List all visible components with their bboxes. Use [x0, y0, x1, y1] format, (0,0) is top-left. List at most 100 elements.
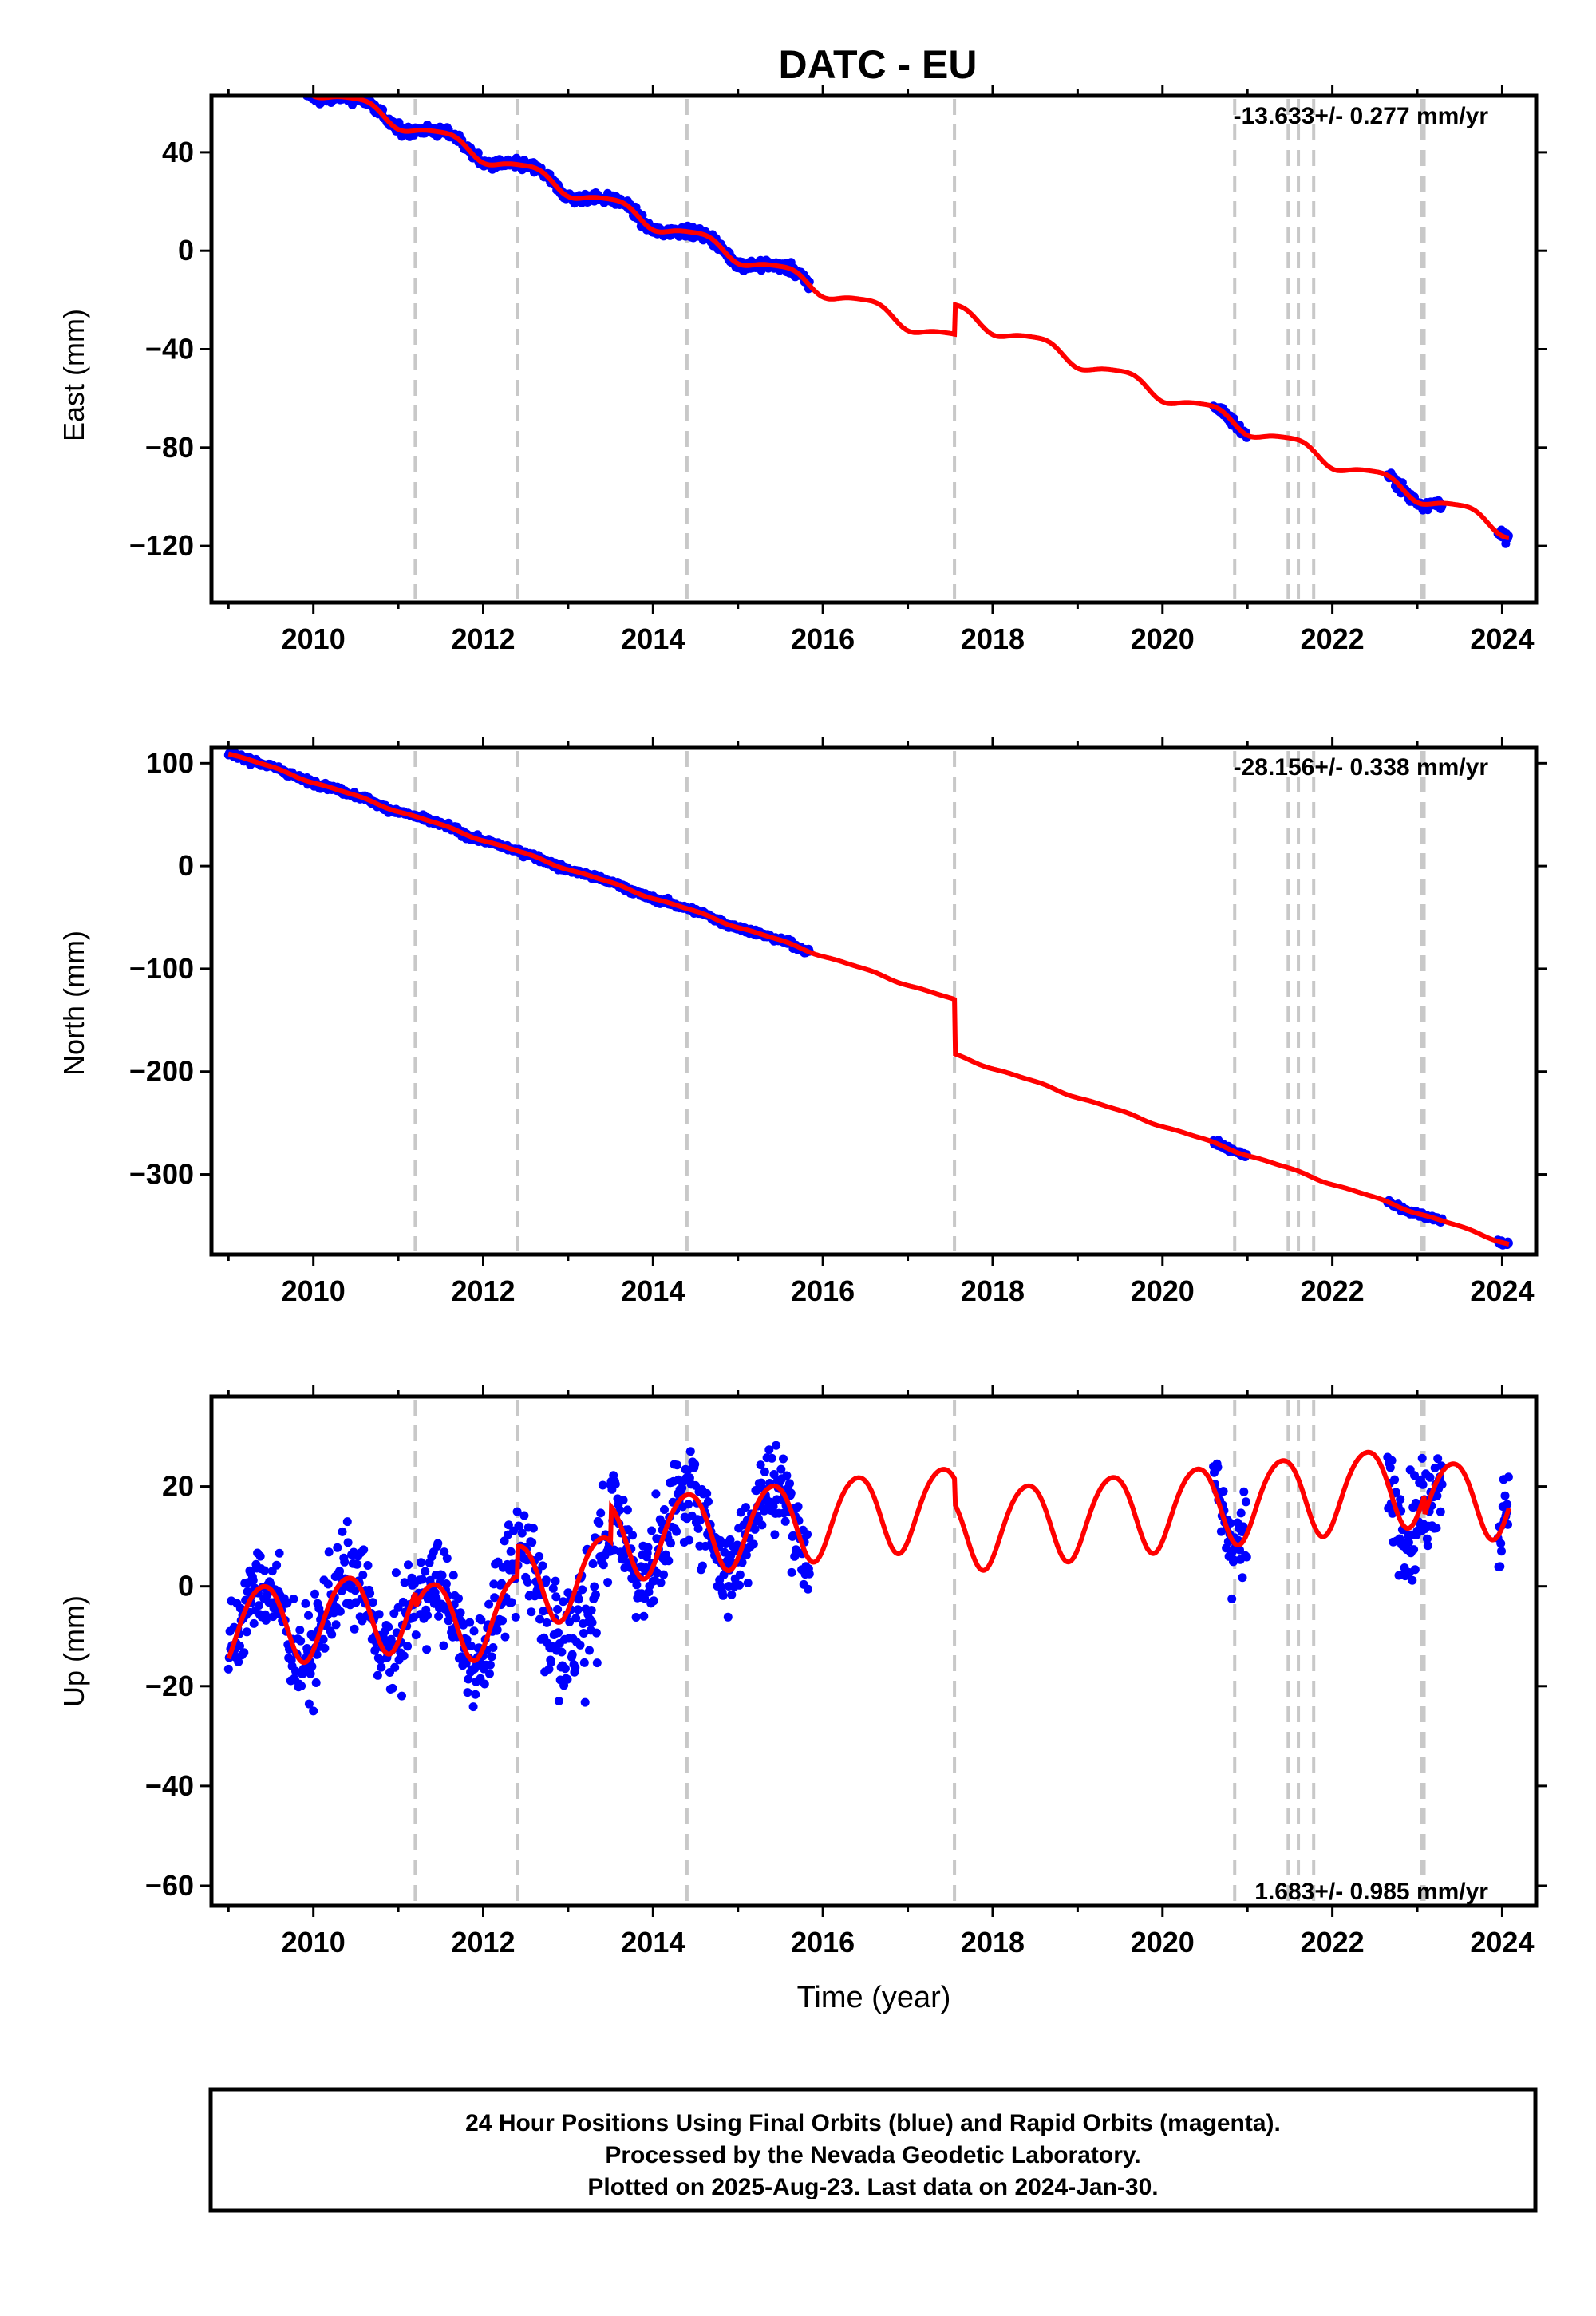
data-point	[704, 1497, 713, 1506]
footer-frame	[208, 2087, 1538, 2213]
data-point	[278, 64, 286, 73]
x-tick-label: 2012	[451, 1926, 515, 1958]
y-tick-label: −100	[129, 952, 194, 985]
y-tick-label: −40	[145, 333, 194, 366]
data-point	[254, 1601, 263, 1611]
data-point	[246, 59, 255, 68]
data-point	[1418, 1480, 1428, 1489]
data-point	[238, 57, 247, 66]
data-point	[587, 1618, 597, 1627]
data-point	[259, 57, 268, 65]
data-point	[697, 1561, 707, 1571]
data-point	[787, 1567, 796, 1577]
plot-frame	[209, 1394, 1539, 1908]
data-point	[463, 1688, 472, 1697]
data-point	[267, 63, 275, 72]
data-point	[358, 1571, 368, 1579]
data-point	[237, 60, 246, 69]
data-point	[397, 1691, 406, 1701]
data-point	[591, 1590, 600, 1599]
data-point	[660, 1505, 669, 1514]
data-point	[228, 57, 237, 65]
data-point	[350, 1586, 360, 1595]
data-point	[1422, 1534, 1432, 1543]
y-tick-label: −300	[129, 1158, 194, 1191]
data-point	[263, 63, 272, 72]
data-point	[764, 1445, 774, 1455]
data-point	[270, 65, 279, 73]
data-point	[239, 1648, 249, 1658]
east-y-axis-label: East (mm)	[57, 309, 90, 441]
data-point	[512, 1507, 522, 1516]
data-point	[244, 59, 253, 68]
data-point	[741, 1551, 751, 1560]
data-point	[273, 61, 282, 70]
data-point	[1241, 1497, 1250, 1507]
data-point	[527, 1538, 537, 1547]
data-point	[547, 1658, 556, 1667]
footer-line-1: 24 Hour Positions Using Final Orbits (bl…	[465, 2110, 1281, 2136]
data-point	[542, 1618, 551, 1627]
data-point	[264, 55, 273, 64]
data-point	[456, 1608, 465, 1618]
data-point	[788, 1531, 798, 1540]
y-tick-label: −40	[145, 1769, 194, 1802]
data-point	[333, 1543, 342, 1552]
data-point	[266, 63, 275, 72]
data-point	[631, 1613, 641, 1622]
data-point	[579, 1629, 588, 1638]
data-point	[290, 77, 298, 85]
data-point	[400, 1578, 409, 1587]
up-y-axis-label: Up (mm)	[57, 1595, 90, 1707]
data-point	[1229, 1555, 1238, 1565]
data-point	[388, 1683, 397, 1693]
x-tick-label: 2020	[1131, 1275, 1195, 1307]
data-point	[643, 1543, 653, 1552]
data-point	[725, 1535, 735, 1544]
up-rate-label: 1.683+/- 0.985 mm/yr	[1254, 1879, 1488, 1905]
data-point	[230, 61, 239, 69]
data-point	[618, 1496, 628, 1505]
data-point	[261, 61, 270, 69]
data-point	[289, 69, 298, 77]
y-tick-label: 20	[162, 1470, 194, 1503]
plot-frame	[209, 93, 1539, 605]
data-point	[433, 1539, 443, 1548]
data-point	[517, 1528, 527, 1538]
data-point	[1437, 1480, 1447, 1489]
data-point	[628, 1531, 638, 1540]
x-tick-label: 2010	[282, 622, 346, 655]
data-point	[1213, 1463, 1223, 1472]
data-point	[752, 1486, 761, 1496]
data-point	[743, 1579, 753, 1587]
data-point	[247, 58, 256, 67]
data-point	[1503, 1472, 1513, 1482]
north-y-axis-label: North (mm)	[57, 931, 90, 1076]
data-point	[261, 1615, 271, 1625]
data-point	[476, 1615, 486, 1625]
data-point	[276, 66, 285, 75]
data-point	[284, 68, 293, 77]
data-point	[595, 1519, 604, 1528]
data-point	[640, 1594, 650, 1603]
data-point	[560, 1664, 570, 1674]
y-tick-label: 100	[146, 746, 194, 779]
data-point	[466, 1641, 476, 1650]
data-point	[373, 1670, 382, 1680]
model-line	[227, 751, 1510, 1247]
data-point	[267, 66, 276, 75]
data-point	[804, 1584, 812, 1594]
data-point	[259, 60, 267, 69]
data-point	[785, 1479, 794, 1488]
data-point	[498, 1616, 507, 1626]
data-point	[252, 54, 261, 63]
data-point	[422, 1645, 432, 1654]
data-point	[554, 1697, 563, 1705]
data-point	[749, 1539, 758, 1549]
data-point	[544, 1664, 554, 1674]
data-point	[327, 1630, 337, 1639]
data-point	[493, 1557, 503, 1567]
data-point	[227, 58, 235, 67]
data-point	[563, 1588, 573, 1598]
y-tick-label: 0	[178, 1570, 194, 1603]
